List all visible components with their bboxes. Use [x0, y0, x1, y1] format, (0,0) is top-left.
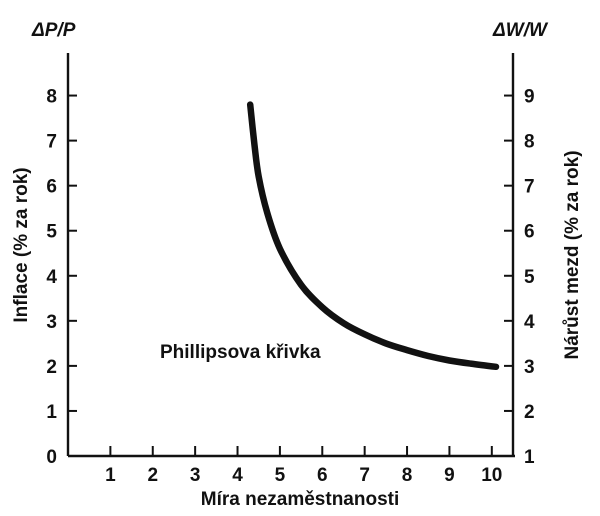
- x-tick-label: 3: [190, 465, 201, 486]
- left-y-ticks: 0 1 2 3 4 5 6 7 8: [46, 87, 77, 468]
- x-tick-label: 10: [481, 465, 502, 486]
- right-y-tick-label: 4: [524, 312, 535, 333]
- right-y-tick-label: 1: [524, 447, 535, 468]
- axes: [66, 53, 515, 458]
- right-y-tick-label: 2: [524, 402, 535, 423]
- left-y-tick-label: 0: [46, 447, 57, 468]
- x-tick-label: 7: [359, 465, 370, 486]
- left-y-tick-label: 3: [46, 312, 57, 333]
- curve-annotation: Phillipsova křivka: [160, 342, 321, 363]
- right-y-tick-label: 3: [524, 357, 535, 378]
- left-y-tick-label: 5: [46, 222, 57, 243]
- left-corner-label: ΔP/P: [31, 20, 76, 41]
- left-y-axis-title: Inflace (% za rok): [11, 167, 32, 322]
- right-y-axis-title: Nárůst mezd (% za rok): [562, 150, 583, 359]
- x-tick-label: 6: [317, 465, 328, 486]
- x-axis-title: Míra nezaměstnanosti: [201, 489, 400, 510]
- x-tick-label: 8: [402, 465, 413, 486]
- left-y-tick-label: 1: [46, 402, 57, 423]
- right-y-ticks: 1 2 3 4 5 6 7 8 9: [504, 87, 535, 468]
- x-ticks: 1 2 3 4 5 6 7 8 9 10: [105, 446, 502, 486]
- right-corner-label: ΔW/W: [492, 20, 549, 41]
- x-tick-label: 5: [275, 465, 286, 486]
- right-y-tick-label: 9: [524, 87, 535, 108]
- right-y-tick-label: 7: [524, 177, 535, 198]
- x-tick-label: 1: [105, 465, 116, 486]
- curve-layer: [246, 101, 500, 371]
- right-y-tick-label: 5: [524, 267, 535, 288]
- left-y-tick-label: 7: [46, 132, 57, 153]
- x-tick-label: 4: [232, 465, 243, 486]
- left-y-tick-label: 6: [46, 177, 57, 198]
- x-tick-label: 2: [147, 465, 158, 486]
- right-y-tick-label: 6: [524, 222, 535, 243]
- x-tick-label: 9: [444, 465, 455, 486]
- right-y-tick-label: 8: [524, 132, 535, 153]
- left-y-tick-label: 2: [46, 357, 57, 378]
- left-y-tick-label: 8: [46, 87, 57, 108]
- phillips-curve-line: [246, 101, 500, 371]
- left-y-tick-label: 4: [46, 267, 57, 288]
